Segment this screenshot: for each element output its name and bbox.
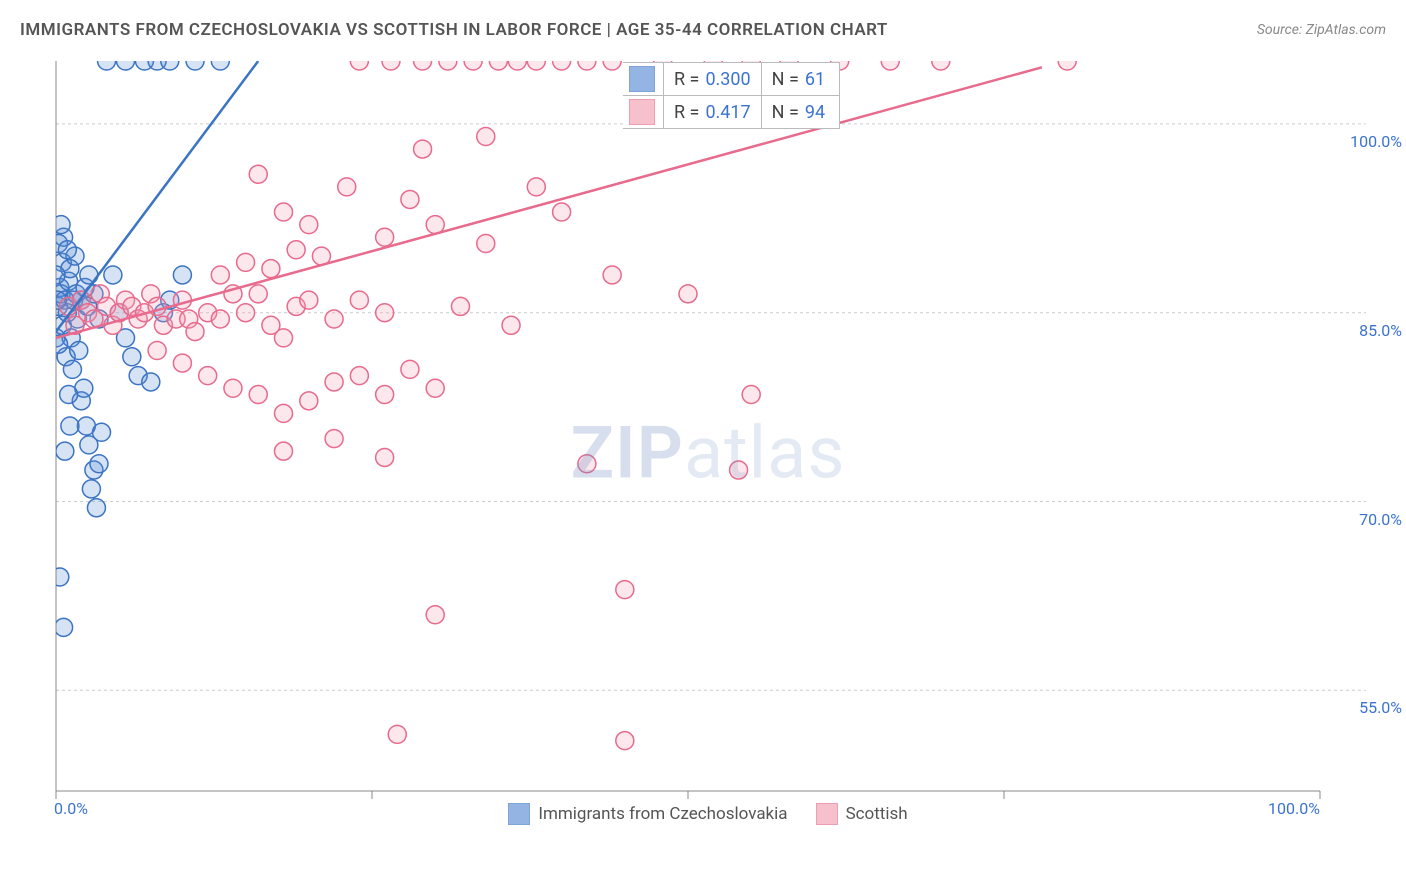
stats-row-series-0: R =0.300 N =61 — [623, 63, 839, 95]
legend-swatch-series-0 — [508, 803, 530, 825]
x-tick-label: 0.0% — [54, 799, 88, 818]
chart-container: In Labor Force | Age 35-44 ZIPatlas R =0… — [50, 55, 1366, 825]
y-tick-label: 70.0% — [1359, 510, 1402, 529]
legend-item-series-0: Immigrants from Czechoslovakia — [508, 803, 787, 825]
legend-item-series-1: Scottish — [816, 803, 908, 825]
stats-swatch-series-1 — [629, 99, 655, 125]
stats-n-series-1: N =94 — [761, 96, 839, 128]
legend-swatch-series-1 — [816, 803, 838, 825]
legend-label-series-1: Scottish — [846, 804, 908, 824]
y-tick-label: 55.0% — [1359, 698, 1402, 717]
x-tick-label: 100.0% — [1268, 799, 1320, 818]
stats-r-series-1: R =0.417 — [663, 96, 761, 128]
bottom-legend: Immigrants from Czechoslovakia Scottish — [50, 803, 1366, 825]
y-tick-label: 100.0% — [1350, 132, 1402, 151]
stats-box: R =0.300 N =61 R =0.417 N =94 — [623, 62, 840, 129]
chart-title: IMMIGRANTS FROM CZECHOSLOVAKIA VS SCOTTI… — [20, 20, 888, 40]
scatter-chart — [50, 55, 1366, 825]
y-tick-label: 85.0% — [1359, 321, 1402, 340]
source-attribution: Source: ZipAtlas.com — [1257, 22, 1386, 38]
stats-row-series-1: R =0.417 N =94 — [623, 95, 839, 128]
stats-swatch-series-0 — [629, 66, 655, 92]
stats-r-series-0: R =0.300 — [663, 63, 761, 95]
legend-label-series-0: Immigrants from Czechoslovakia — [538, 804, 787, 824]
stats-n-series-0: N =61 — [761, 63, 839, 95]
